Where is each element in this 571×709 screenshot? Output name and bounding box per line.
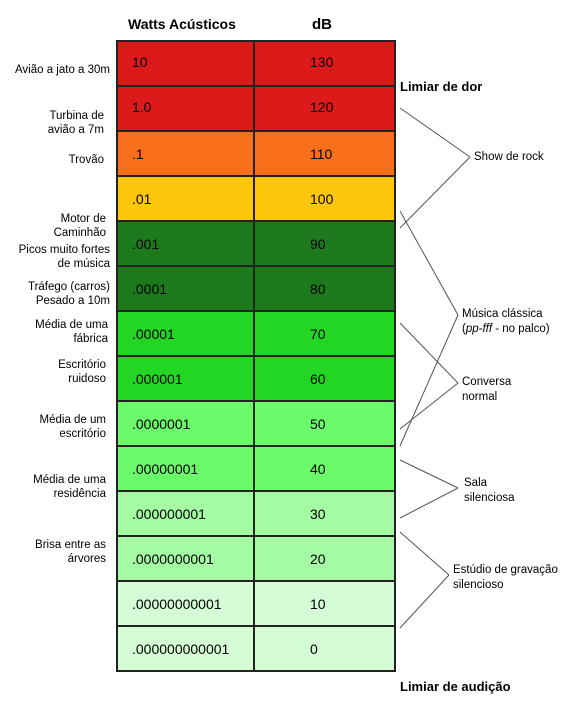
label-picos: Picos muito fortes de música xyxy=(18,244,110,270)
table-row: .001 90 xyxy=(118,222,394,267)
table-row: 10 130 xyxy=(118,42,394,87)
watts-cell: .000000000001 xyxy=(118,627,255,670)
db-cell: 0 xyxy=(310,640,318,657)
watts-cell: .01 xyxy=(118,177,255,220)
db-cell: 50 xyxy=(310,415,326,432)
db-cell: 10 xyxy=(310,595,326,612)
db-cell: 70 xyxy=(310,325,326,342)
bracket-line-rock-top xyxy=(399,107,471,158)
db-cell: 90 xyxy=(310,235,326,252)
label-media-escritorio: Média de um escritório xyxy=(39,414,106,440)
db-cell: 20 xyxy=(310,550,326,567)
watts-cell: .0000000001 xyxy=(118,537,255,580)
label-trovao: Trovão xyxy=(68,154,104,166)
watts-cell: .00001 xyxy=(118,312,255,355)
table-row: 1.0 120 xyxy=(118,87,394,132)
watts-cell: .00000000001 xyxy=(118,582,255,625)
bracket-line-classica-bottom xyxy=(399,314,459,447)
db-cell: 120 xyxy=(310,99,334,115)
watts-cell: .1 xyxy=(118,132,255,175)
threshold-hearing: Limiar de audição xyxy=(400,679,511,694)
db-cell: 80 xyxy=(310,280,326,297)
label-escritorio-ruidoso: Escritório ruidoso xyxy=(58,359,106,385)
label-sala: Sala silenciosa xyxy=(464,477,515,504)
db-cell: 40 xyxy=(310,460,326,477)
header-db: dB xyxy=(312,16,332,33)
watts-cell: 1.0 xyxy=(118,87,255,130)
table-row: .0000000001 20 xyxy=(118,537,394,582)
db-cell: 100 xyxy=(310,190,334,207)
watts-cell: .0000001 xyxy=(118,402,255,445)
table-row: .00000001 40 xyxy=(118,447,394,492)
label-conversa: Conversa normal xyxy=(462,376,512,403)
bracket-line-estudio-top xyxy=(399,531,450,576)
table-row: .0001 80 xyxy=(118,267,394,312)
table-row: .0000001 50 xyxy=(118,402,394,447)
label-residencia: Média de uma residência xyxy=(33,474,106,500)
header-watts: Watts Acústicos xyxy=(128,16,236,32)
bracket-line-conversa-bottom xyxy=(399,382,459,430)
watts-cell: 10 xyxy=(118,42,255,85)
label-brisa: Brisa entre as árvores xyxy=(35,539,106,565)
label-estudio: Estúdio de gravação silencioso xyxy=(453,564,558,591)
watts-cell: .001 xyxy=(118,222,255,265)
label-show-rock: Show de rock xyxy=(474,151,544,163)
table-row: .000001 60 xyxy=(118,357,394,402)
bracket-line-classica-top xyxy=(399,210,459,316)
table-row: .000000000001 0 xyxy=(118,627,394,672)
bracket-line-estudio-bottom xyxy=(399,574,450,629)
table-row: .1 110 xyxy=(118,132,394,177)
label-musica-classica-rest: - no palco) xyxy=(492,323,550,335)
bracket-line-sala-bottom xyxy=(399,487,459,519)
table-row: .000000001 30 xyxy=(118,492,394,537)
db-cell: 110 xyxy=(310,145,333,162)
threshold-pain: Limiar de dor xyxy=(400,79,483,94)
label-musica-classica: Música clássica (pp-fff - no palco) xyxy=(462,308,550,335)
label-aviao-jato: Avião a jato a 30m xyxy=(14,64,110,76)
bracket-line-rock-bottom xyxy=(399,156,471,229)
db-cell: 60 xyxy=(310,370,326,387)
label-musica-classica-line1: Música clássica xyxy=(462,308,543,320)
db-cell: 30 xyxy=(310,505,326,522)
watts-cell: .00000001 xyxy=(118,447,255,490)
table-row: .00000000001 10 xyxy=(118,582,394,627)
label-trafego: Tráfego (carros) Pesado a 10m xyxy=(27,281,110,307)
label-motor: Motor de Caminhão xyxy=(53,213,106,239)
bracket-line-conversa-top xyxy=(399,322,459,384)
table-row: .01 100 xyxy=(118,177,394,222)
watts-cell: .000000001 xyxy=(118,492,255,535)
watts-cell: .000001 xyxy=(118,357,255,400)
db-cell: 130 xyxy=(310,54,334,70)
label-fabrica: Média de uma fábrica xyxy=(35,319,108,345)
label-musica-classica-dynamics: pp-fff xyxy=(465,323,493,335)
watts-cell: .0001 xyxy=(118,267,255,310)
sound-level-table: 10 130 1.0 120 .1 110 .01 100 .001 90 .0001 80… xyxy=(116,40,396,672)
label-turbina: Turbina de avião a 7m xyxy=(47,110,104,136)
table-row: .00001 70 xyxy=(118,312,394,357)
bracket-line-sala-top xyxy=(399,459,459,489)
